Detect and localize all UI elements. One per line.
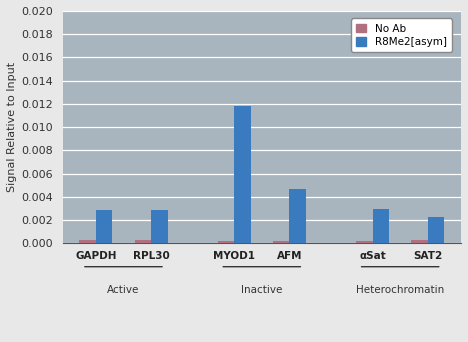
Text: Inactive: Inactive — [241, 285, 283, 295]
Bar — [356, 241, 373, 244]
Bar — [373, 209, 389, 244]
Bar — [151, 210, 168, 244]
Bar — [411, 240, 428, 244]
Bar — [134, 240, 151, 244]
Bar — [96, 210, 112, 244]
Bar — [234, 106, 251, 244]
Bar — [218, 241, 234, 244]
Bar — [290, 189, 306, 244]
Text: Active: Active — [107, 285, 139, 295]
Bar — [428, 217, 445, 244]
Bar — [273, 241, 290, 244]
Legend: No Ab, R8Me2[asym]: No Ab, R8Me2[asym] — [351, 18, 452, 52]
Bar — [79, 240, 96, 244]
Y-axis label: Signal Relative to Input: Signal Relative to Input — [7, 62, 17, 192]
Text: Heterochromatin: Heterochromatin — [356, 285, 444, 295]
